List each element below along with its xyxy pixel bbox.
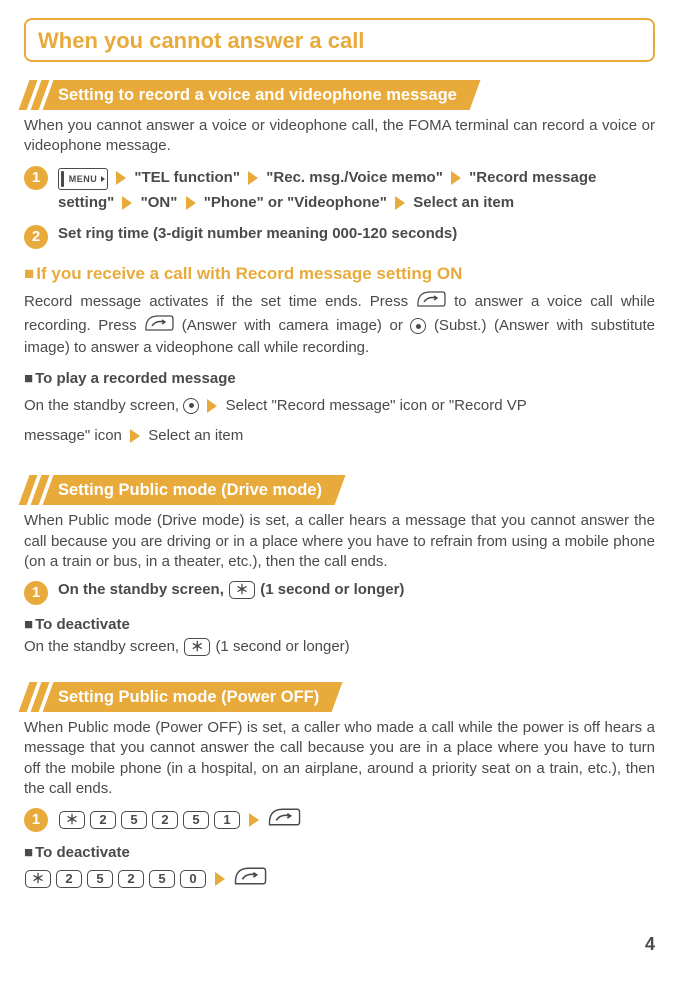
banner-text-3: Setting Public mode (Power OFF) (58, 686, 319, 708)
mini-heading-deactivate-poweroff: ■To deactivate (24, 843, 655, 863)
intro-paragraph-poweroff: When Public mode (Power OFF) is set, a c… (24, 718, 655, 799)
intro-paragraph-drive: When Public mode (Drive mode) is set, a … (24, 511, 655, 572)
subheading-receive-call: ■If you receive a call with Record messa… (24, 263, 655, 286)
banner-text-1: Setting to record a voice and videophone… (58, 84, 457, 106)
poweroff-deact-key-sequence: ＊25250 (24, 870, 207, 888)
intro-paragraph-record: When you cannot answer a voice or videop… (24, 116, 655, 157)
digit-key-5: 5 (87, 870, 113, 888)
section-banner-record: Setting to record a voice and videophone… (24, 80, 475, 110)
step1-part4: "Phone" or "Videophone" (204, 194, 387, 211)
arrow-icon (248, 171, 258, 185)
call-key-icon (233, 866, 267, 892)
arrow-icon (451, 171, 461, 185)
step1-part3: "ON" (141, 194, 178, 211)
arrow-icon (186, 196, 196, 210)
poweroff-step-1: 1 ＊25251 (24, 807, 655, 833)
section-banner-poweroff: Setting Public mode (Power OFF) (24, 682, 337, 712)
arrow-icon (215, 872, 225, 886)
arrow-icon (122, 196, 132, 210)
digit-key-5: 5 (183, 811, 209, 829)
digit-key-5: 5 (121, 811, 147, 829)
step-1-number: 1 (24, 166, 48, 190)
banner-text-2: Setting Public mode (Drive mode) (58, 479, 322, 501)
digit-key-2: 2 (90, 811, 116, 829)
digit-key-5: 5 (149, 870, 175, 888)
page-title: When you cannot answer a call (38, 28, 364, 53)
drive-step-number: 1 (24, 581, 48, 605)
call-key-icon (267, 807, 301, 833)
step1-part5: Select an item (413, 194, 514, 211)
step-1: 1 MENU "TEL function" "Rec. msg./Voice m… (24, 165, 655, 216)
banner-stripes (24, 80, 44, 110)
page-number: 4 (24, 932, 655, 956)
deactivate-poweroff-seq-row: ＊25250 (24, 866, 655, 892)
digit-key-2: 2 (152, 811, 178, 829)
digit-key-0: 0 (180, 870, 206, 888)
step-2-text: Set ring time (3-digit number meaning 00… (58, 224, 655, 244)
arrow-icon (207, 399, 217, 413)
page-title-box: When you cannot answer a call (24, 18, 655, 62)
poweroff-step-number: 1 (24, 808, 48, 832)
step1-part0: "TEL function" (134, 169, 240, 186)
step-2: 2 Set ring time (3-digit number meaning … (24, 224, 655, 249)
mini-heading-deactivate-drive: ■To deactivate (24, 615, 655, 635)
arrow-icon (130, 429, 140, 443)
poweroff-key-sequence: ＊25251 (58, 811, 241, 829)
star-key: ＊ (25, 870, 51, 888)
star-key: ＊ (59, 811, 85, 829)
call-key-icon (416, 290, 446, 314)
play-instructions: On the standby screen, Select "Record me… (24, 391, 655, 451)
digit-key-2: 2 (56, 870, 82, 888)
digit-key-1: 1 (214, 811, 240, 829)
drive-step-1: 1 On the standby screen, ＊ (1 second or … (24, 580, 655, 605)
step-2-number: 2 (24, 225, 48, 249)
star-key: ＊ (184, 638, 210, 656)
menu-key: MENU (58, 168, 108, 190)
mini-heading-play: ■To play a recorded message (24, 369, 655, 389)
paragraph-receive-call: Record message activates if the set time… (24, 290, 655, 359)
arrow-icon (116, 171, 126, 185)
arrow-icon (249, 813, 259, 827)
star-key: ＊ (229, 581, 255, 599)
center-key-icon (410, 318, 426, 334)
arrow-icon (395, 196, 405, 210)
deactivate-drive-text: On the standby screen, ＊ (1 second or lo… (24, 637, 655, 657)
call-key-icon (144, 314, 174, 338)
digit-key-2: 2 (118, 870, 144, 888)
section-banner-drive: Setting Public mode (Drive mode) (24, 475, 340, 505)
step1-part1: "Rec. msg./Voice memo" (266, 169, 443, 186)
center-key-icon (183, 398, 199, 414)
